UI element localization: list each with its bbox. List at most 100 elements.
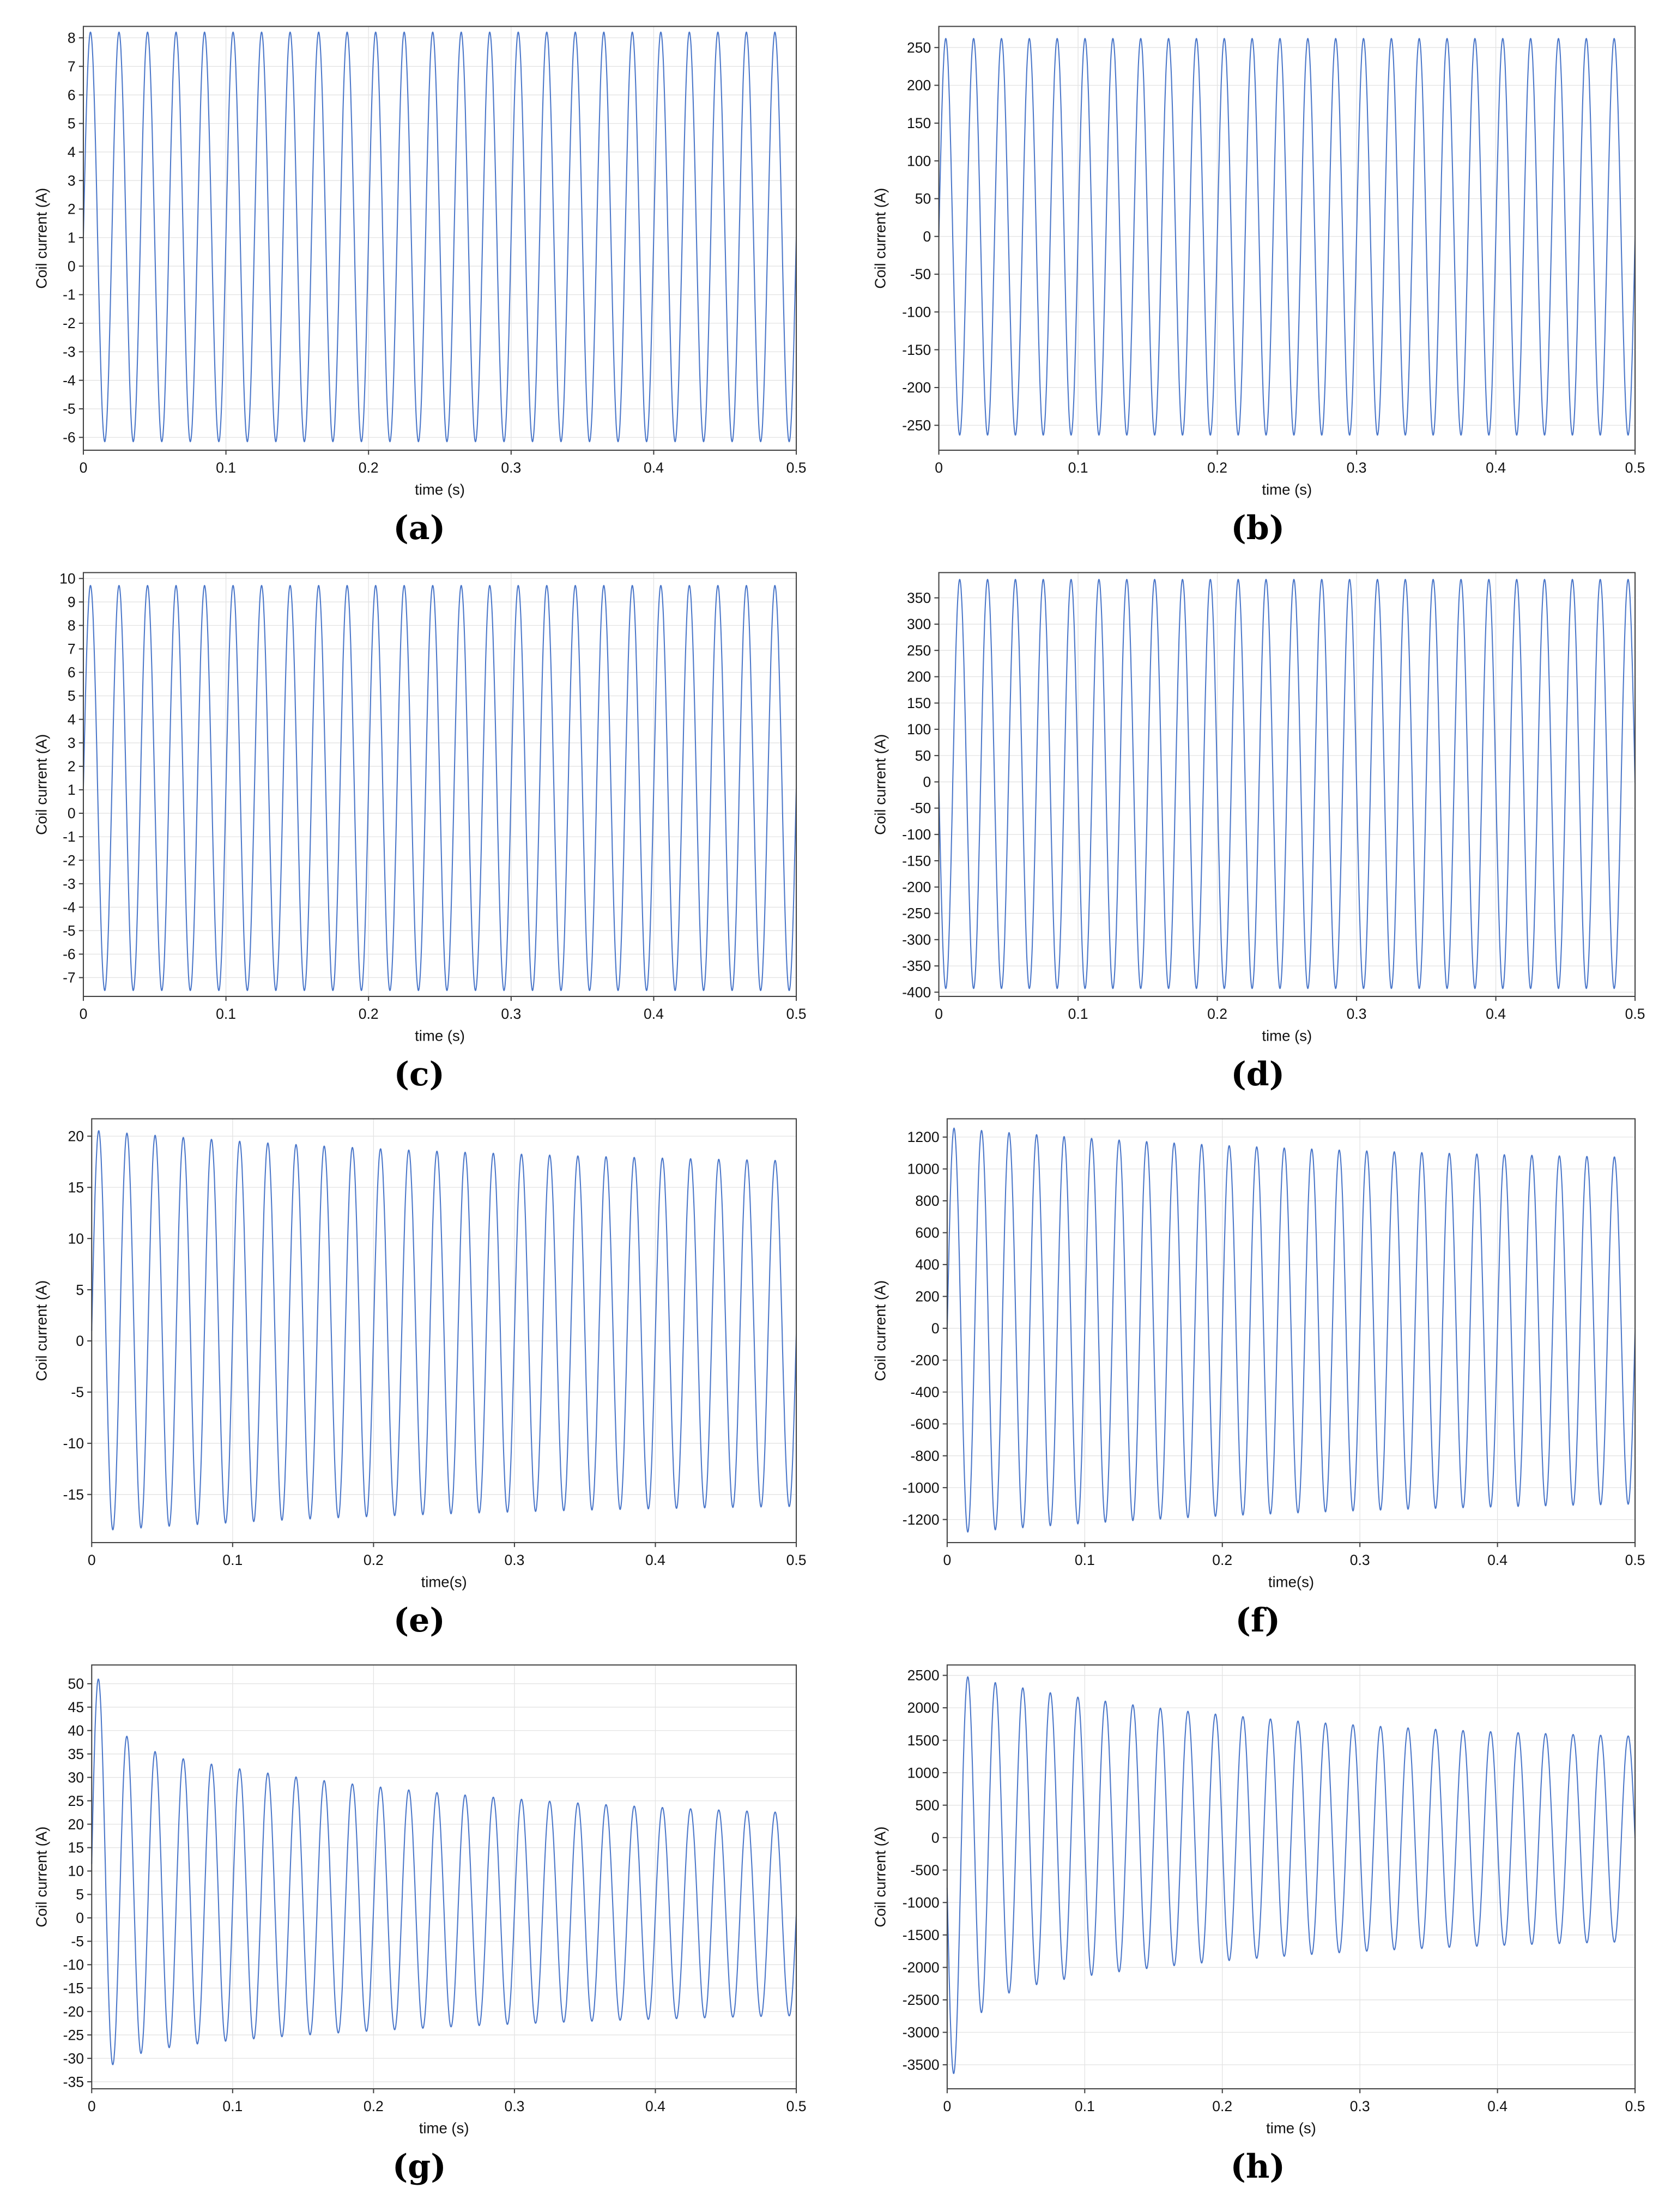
svg-text:0.3: 0.3 <box>501 1006 521 1022</box>
svg-text:5: 5 <box>68 116 76 132</box>
svg-text:0.1: 0.1 <box>216 460 236 476</box>
svg-text:-400: -400 <box>902 984 931 1000</box>
svg-text:0: 0 <box>68 258 76 274</box>
svg-text:30: 30 <box>68 1769 84 1786</box>
svg-text:Coil current (A): Coil current (A) <box>33 1826 50 1927</box>
svg-text:35: 35 <box>68 1746 84 1762</box>
svg-text:150: 150 <box>907 695 931 711</box>
svg-text:5: 5 <box>68 688 76 704</box>
subplot-h: 0 0.1 0.2 0.3 0.4 0.5 -3500 -3000 -2500 -2000 -150… <box>869 1653 1648 2196</box>
svg-text:0.4: 0.4 <box>645 1552 665 1568</box>
svg-text:7: 7 <box>68 641 76 657</box>
svg-text:-7: -7 <box>63 970 76 986</box>
svg-text:time (s): time (s) <box>1262 1027 1312 1044</box>
svg-text:0.2: 0.2 <box>364 2098 384 2114</box>
svg-text:0.1: 0.1 <box>216 1006 236 1022</box>
svg-text:2500: 2500 <box>907 1667 939 1683</box>
svg-text:0.1: 0.1 <box>222 2098 243 2114</box>
svg-text:-350: -350 <box>902 958 931 974</box>
chart-e-coil-current: 0 0.1 0.2 0.3 0.4 0.5 -15 -10 -5 0 5 10 15 20 time(s) C… <box>33 1118 807 1590</box>
svg-text:100: 100 <box>907 721 931 738</box>
svg-text:-150: -150 <box>902 853 931 869</box>
subplot-h-caption: (h) <box>1230 2147 1285 2186</box>
svg-text:-15: -15 <box>63 1486 84 1503</box>
svg-text:45: 45 <box>68 1699 84 1715</box>
svg-text:0.2: 0.2 <box>1212 2098 1232 2114</box>
svg-text:0: 0 <box>923 773 931 790</box>
svg-text:0.5: 0.5 <box>786 1552 807 1568</box>
svg-text:0.1: 0.1 <box>222 1552 243 1568</box>
svg-text:-100: -100 <box>902 304 931 320</box>
svg-text:0: 0 <box>931 1320 939 1337</box>
svg-text:1200: 1200 <box>907 1129 939 1145</box>
subplot-b-caption: (b) <box>1231 509 1285 547</box>
chart-d-coil-current: 0 0.1 0.2 0.3 0.4 0.5 -400 -350 -300 -250 -200 -150… <box>871 572 1645 1044</box>
subplot-c-caption: (c) <box>393 1055 445 1093</box>
svg-text:Coil current (A): Coil current (A) <box>871 1826 888 1927</box>
svg-text:-200: -200 <box>910 1352 939 1368</box>
svg-text:Coil current (A): Coil current (A) <box>871 188 888 289</box>
svg-text:0.3: 0.3 <box>501 460 521 476</box>
svg-text:0: 0 <box>923 228 931 245</box>
svg-text:-400: -400 <box>910 1384 939 1400</box>
svg-text:0.3: 0.3 <box>504 1552 524 1568</box>
subplot-g-caption: (g) <box>392 2147 446 2186</box>
svg-text:250: 250 <box>907 642 931 658</box>
svg-text:-1500: -1500 <box>902 1927 939 1943</box>
svg-text:time (s): time (s) <box>415 1027 465 1044</box>
svg-text:-50: -50 <box>910 800 930 817</box>
chart-f-coil-current: 0 0.1 0.2 0.3 0.4 0.5 -1200 -1000 -800 -600 -400 -2… <box>871 1118 1645 1590</box>
subplot-g: 0 0.1 0.2 0.3 0.4 0.5 -35 -30 -25 -20 -15 -10 -5 0 5 10… <box>30 1653 809 2196</box>
svg-text:time(s): time(s) <box>421 1573 467 1590</box>
svg-text:0.1: 0.1 <box>1068 1006 1088 1022</box>
chart-g-coil-current: 0 0.1 0.2 0.3 0.4 0.5 -35 -30 -25 -20 -15 -10 -5 0 5 10… <box>33 1664 806 2136</box>
svg-text:-6: -6 <box>63 946 76 962</box>
svg-text:1: 1 <box>68 229 76 246</box>
svg-text:-1200: -1200 <box>902 1512 939 1528</box>
chart-b-coil-current: 0 0.1 0.2 0.3 0.4 0.5 -250 -200 -150 -100 -50 0 50 10… <box>871 26 1645 498</box>
svg-text:0.4: 0.4 <box>1487 2098 1508 2114</box>
svg-text:0: 0 <box>80 1006 88 1022</box>
svg-text:15: 15 <box>68 1179 84 1195</box>
svg-text:0: 0 <box>935 1006 943 1022</box>
svg-text:1: 1 <box>68 782 76 798</box>
svg-text:0.4: 0.4 <box>1486 1006 1506 1022</box>
svg-text:time(s): time(s) <box>1268 1573 1313 1590</box>
svg-text:6: 6 <box>68 664 76 681</box>
svg-text:-20: -20 <box>63 2003 84 2020</box>
svg-text:0.5: 0.5 <box>786 1006 807 1022</box>
svg-text:200: 200 <box>915 1288 939 1304</box>
svg-text:9: 9 <box>68 594 76 610</box>
subplot-f-caption: (f) <box>1235 1601 1281 1640</box>
svg-text:0.2: 0.2 <box>1212 1552 1232 1568</box>
subplot-f: 0 0.1 0.2 0.3 0.4 0.5 -1200 -1000 -800 -600 -400 -2… <box>869 1107 1648 1649</box>
svg-text:-4: -4 <box>63 372 76 389</box>
svg-text:-500: -500 <box>910 1862 939 1878</box>
svg-text:-200: -200 <box>902 379 931 396</box>
svg-text:Coil current (A): Coil current (A) <box>33 1280 50 1381</box>
svg-text:3: 3 <box>68 735 76 751</box>
chart-c-coil-current: 0 0.1 0.2 0.3 0.4 0.5 -7 -6 -5 -4 -3 -2 -1 0 1 2 3 4 5 6 7 8 9… <box>33 570 807 1044</box>
svg-text:0.3: 0.3 <box>1349 1552 1370 1568</box>
svg-text:8: 8 <box>68 30 76 46</box>
svg-text:600: 600 <box>915 1224 939 1241</box>
svg-text:Coil current (A): Coil current (A) <box>33 188 50 289</box>
svg-text:0.2: 0.2 <box>1207 460 1227 476</box>
svg-text:0.5: 0.5 <box>1625 1552 1645 1568</box>
svg-text:50: 50 <box>915 747 931 764</box>
svg-text:200: 200 <box>907 669 931 685</box>
svg-text:-1: -1 <box>63 287 76 303</box>
svg-text:10: 10 <box>59 570 76 587</box>
chart-a-coil-current: 0 0.1 0.2 0.3 0.4 0.5 -6 -5 -4 -3 -2 -1 0 1 2 3 4 5 6 7 8 tim… <box>33 26 806 498</box>
svg-text:-10: -10 <box>63 1956 84 1973</box>
svg-text:100: 100 <box>907 153 931 169</box>
svg-text:-1000: -1000 <box>902 1894 939 1911</box>
svg-text:-3: -3 <box>63 875 76 892</box>
svg-text:time (s): time (s) <box>1266 2119 1316 2136</box>
svg-text:5: 5 <box>76 1282 84 1298</box>
svg-text:-1000: -1000 <box>902 1479 939 1496</box>
svg-text:0.4: 0.4 <box>644 460 664 476</box>
svg-text:-200: -200 <box>902 879 931 895</box>
svg-text:0: 0 <box>68 805 76 821</box>
svg-text:-5: -5 <box>71 1933 84 1949</box>
